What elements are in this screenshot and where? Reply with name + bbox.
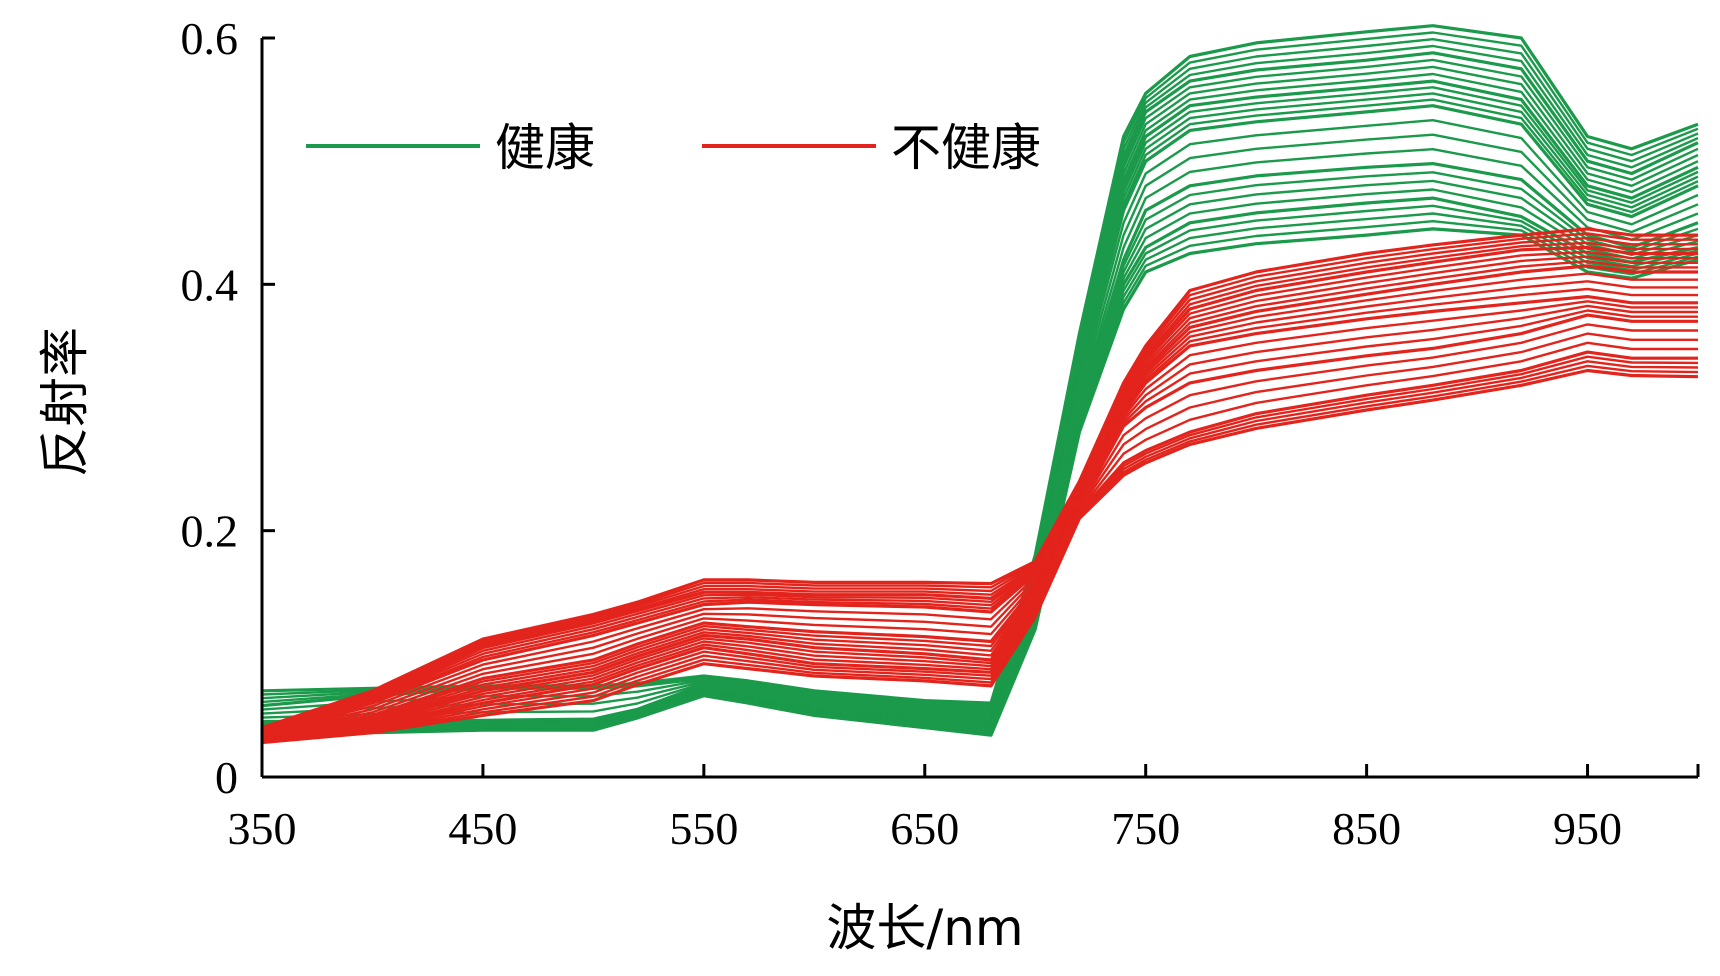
x-tick-label: 550 xyxy=(669,803,738,854)
legend-label-unhealthy: 不健康 xyxy=(891,119,1041,177)
unhealthy-series xyxy=(261,227,1699,745)
x-tick-label: 750 xyxy=(1111,803,1180,854)
legend: 健康 不健康 xyxy=(306,119,1041,177)
x-tick-label: 450 xyxy=(448,803,517,854)
x-tick-label: 850 xyxy=(1332,803,1401,854)
x-tick-label: 350 xyxy=(228,803,297,854)
y-tick-label: 0 xyxy=(215,752,238,803)
y-tick-label: 0.4 xyxy=(181,259,239,310)
unhealthy-spectrum-line xyxy=(261,368,1699,745)
x-ticks: 350 450 550 650 750 850 950 xyxy=(228,764,1700,854)
y-tick-label: 0.2 xyxy=(181,506,239,557)
x-tick-label: 650 xyxy=(890,803,959,854)
x-axis-title: 波长/nm xyxy=(826,899,1023,957)
healthy-spectrum-line xyxy=(261,119,1699,730)
healthy-spectrum-line xyxy=(261,92,1699,726)
y-axis-title: 反射率 xyxy=(36,327,94,477)
y-tick-label: 0.6 xyxy=(181,13,239,64)
legend-label-healthy: 健康 xyxy=(495,119,595,177)
x-tick-label: 950 xyxy=(1553,803,1622,854)
y-ticks: 0 0.2 0.4 0.6 xyxy=(181,13,275,803)
